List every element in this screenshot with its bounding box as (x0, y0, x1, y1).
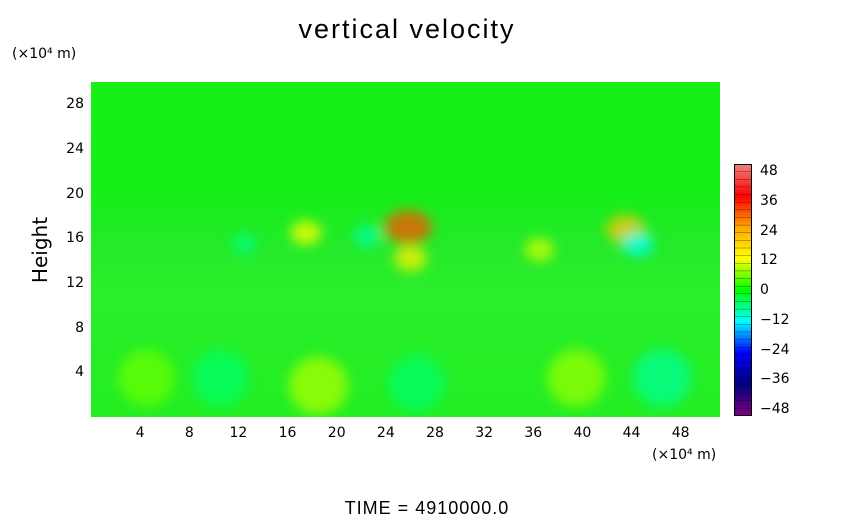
heatmap-feature (290, 220, 322, 245)
chart-title: vertical velocity (298, 14, 516, 44)
colorbar-tick-label: −12 (760, 311, 790, 328)
heatmap-feature (191, 349, 249, 407)
y-axis-unit: (×10⁴ m) (12, 46, 77, 62)
y-tick-label: 4 (75, 364, 84, 381)
heatmap-feature (524, 237, 555, 262)
colorbar-tick-label: 48 (760, 163, 778, 179)
y-tick-label: 16 (66, 230, 84, 247)
y-tick-label: 20 (66, 185, 84, 202)
y-tick-label: 8 (75, 319, 84, 336)
x-tick-label: 24 (376, 425, 395, 441)
colorbar-tick-label: −36 (760, 371, 790, 388)
heatmap-svg (91, 82, 720, 417)
x-tick-label: 32 (475, 425, 494, 441)
heatmap-feature (117, 349, 175, 407)
heatmap-feature (632, 349, 692, 407)
y-axis-label: Height (28, 216, 52, 284)
x-tick-label: 28 (426, 425, 444, 441)
colorbar-tick-label: 0 (760, 282, 769, 298)
heatmap-feature (546, 349, 606, 407)
plot-area (91, 82, 720, 417)
heatmap-feature (393, 245, 427, 272)
x-tick-label: 4 (135, 425, 145, 441)
colorbar-tick-label: 24 (760, 222, 778, 239)
x-tick-label: 40 (573, 425, 592, 441)
x-tick-label: 8 (184, 425, 194, 441)
heatmap-feature (231, 233, 258, 255)
x-tick-label: 44 (622, 425, 641, 441)
colorbar-tick-label: −24 (760, 341, 790, 358)
colorbar (734, 164, 752, 416)
x-tick-label: 20 (327, 425, 346, 441)
x-tick-label: 12 (229, 425, 248, 441)
colorbar-tick-label: 36 (760, 192, 778, 209)
x-tick-label: 36 (524, 425, 543, 441)
heatmap-feature (383, 210, 432, 245)
x-axis-unit: (×10⁴ m) (652, 447, 717, 463)
y-tick-label: 12 (66, 275, 84, 291)
heatmap-feature (388, 355, 445, 412)
heatmap-feature (353, 224, 382, 248)
time-label: TIME = 4910000.0 (344, 498, 510, 518)
colorbar-tick-label: −48 (760, 401, 790, 417)
heatmap-feature (622, 231, 654, 257)
colorbar-tick-label: 12 (760, 252, 778, 269)
x-tick-label: 48 (671, 425, 690, 441)
y-tick-label: 28 (66, 96, 84, 113)
y-tick-label: 24 (66, 141, 84, 157)
x-tick-label: 16 (278, 425, 297, 441)
heatmap-feature (288, 356, 349, 415)
